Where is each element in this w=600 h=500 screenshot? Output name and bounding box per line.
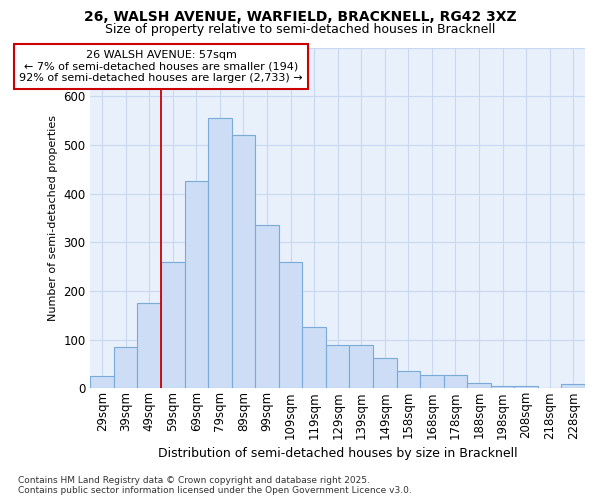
Bar [161,262,185,388]
Bar [373,358,397,388]
Bar [279,262,302,388]
Bar [467,384,491,388]
Bar [562,384,585,388]
Text: 26 WALSH AVENUE: 57sqm
← 7% of semi-detached houses are smaller (194)
92% of sem: 26 WALSH AVENUE: 57sqm ← 7% of semi-deta… [19,50,303,83]
Text: 26, WALSH AVENUE, WARFIELD, BRACKNELL, RG42 3XZ: 26, WALSH AVENUE, WARFIELD, BRACKNELL, R… [83,10,517,24]
Bar [208,118,232,388]
Text: Size of property relative to semi-detached houses in Bracknell: Size of property relative to semi-detach… [105,22,495,36]
Bar [302,328,326,388]
Bar [232,135,255,388]
Bar [397,371,420,388]
Bar [514,386,538,388]
Bar [491,386,514,388]
Bar [443,374,467,388]
Bar [137,303,161,388]
Text: Contains HM Land Registry data © Crown copyright and database right 2025.
Contai: Contains HM Land Registry data © Crown c… [18,476,412,495]
Bar [255,225,279,388]
Bar [349,346,373,389]
Bar [185,182,208,388]
X-axis label: Distribution of semi-detached houses by size in Bracknell: Distribution of semi-detached houses by … [158,447,518,460]
Bar [326,346,349,389]
Bar [420,374,443,388]
Bar [91,376,114,388]
Bar [114,347,137,389]
Y-axis label: Number of semi-detached properties: Number of semi-detached properties [48,115,58,321]
